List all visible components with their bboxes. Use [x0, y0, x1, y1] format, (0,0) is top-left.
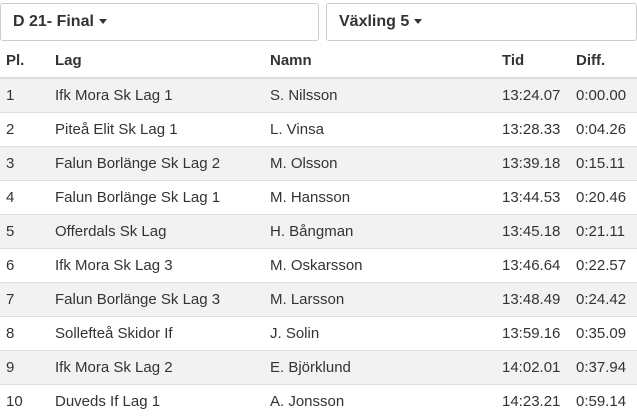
cell: 13:59.16: [496, 316, 570, 351]
result-row: 3 Falun Borlänge Sk Lag 2 M. Olsson 13:39.1…: [0, 146, 637, 181]
cell: Falun Borlänge Sk Lag 2: [49, 146, 264, 181]
caret: [414, 19, 423, 25]
cell: E. Björklund: [264, 350, 496, 385]
result-row: 7 Falun Borlänge Sk Lag 3 M. Larsson 13:48.…: [0, 282, 637, 317]
cell: 0:22.57: [570, 248, 637, 283]
column-header: Tid: [496, 43, 570, 79]
column-header: Pl.: [0, 43, 49, 79]
cell: 0:04.26: [570, 112, 637, 147]
cell: S. Nilsson: [264, 77, 496, 113]
cell: 10: [0, 384, 49, 418]
cell: Falun Borlänge Sk Lag 1: [49, 180, 264, 215]
cell: 0:59.14: [570, 384, 637, 418]
cell: M. Hansson: [264, 180, 496, 215]
cell: 13:45.18: [496, 214, 570, 249]
caret: [98, 19, 107, 25]
cell: 0:37.94: [570, 350, 637, 385]
cell: Ifk Mora Sk Lag 2: [49, 350, 264, 385]
result-row: 2 Piteå Elit Sk Lag 1 L. Vinsa 13:28.33 0:04…: [0, 112, 637, 147]
cell: L. Vinsa: [264, 112, 496, 147]
class-selector[interactable]: D 21- Final: [0, 3, 319, 41]
selector-label: Växling 5: [339, 13, 410, 30]
column-header: Namn: [264, 43, 496, 79]
result-row: 9 Ifk Mora Sk Lag 2 E. Björklund 14:02.01 0:…: [0, 350, 637, 385]
cell: 13:28.33: [496, 112, 570, 147]
result-row: 1 Ifk Mora Sk Lag 1 S. Nilsson 13:24.07 0:00…: [0, 77, 637, 113]
result-row: 8 Sollefteå Skidor If J. Solin 13:59.16 0:35…: [0, 316, 637, 351]
cell: Ifk Mora Sk Lag 1: [49, 77, 264, 113]
cell: Sollefteå Skidor If: [49, 316, 264, 351]
cell: 0:00.00: [570, 77, 637, 113]
cell: M. Larsson: [264, 282, 496, 317]
cell: 14:02.01: [496, 350, 570, 385]
cell: Piteå Elit Sk Lag 1: [49, 112, 264, 147]
cell: 9: [0, 350, 49, 385]
cell: 13:24.07: [496, 77, 570, 113]
cell: A. Jonsson: [264, 384, 496, 418]
cell: 2: [0, 112, 49, 147]
cell: M. Olsson: [264, 146, 496, 181]
cell: 4: [0, 180, 49, 215]
cell: 13:44.53: [496, 180, 570, 215]
cell: 13:39.18: [496, 146, 570, 181]
cell: 14:23.21: [496, 384, 570, 418]
cell: 0:21.11: [570, 214, 637, 249]
cell: 0:15.11: [570, 146, 637, 181]
cell: 13:46.64: [496, 248, 570, 283]
cell: M. Oskarsson: [264, 248, 496, 283]
selector-label: D 21- Final: [13, 13, 94, 30]
cell: J. Solin: [264, 316, 496, 351]
cell: 5: [0, 214, 49, 249]
cell: Ifk Mora Sk Lag 3: [49, 248, 264, 283]
column-header: Lag: [49, 43, 264, 79]
cell: 13:48.49: [496, 282, 570, 317]
result-row: 4 Falun Borlänge Sk Lag 1 M. Hansson 13:44.…: [0, 180, 637, 215]
cell: 3: [0, 146, 49, 181]
cell: 0:20.46: [570, 180, 637, 215]
cell: Duveds If Lag 1: [49, 384, 264, 418]
result-row: 6 Ifk Mora Sk Lag 3 M. Oskarsson 13:46.64 0:…: [0, 248, 637, 283]
cell: 0:35.09: [570, 316, 637, 351]
cell: 6: [0, 248, 49, 283]
cell: 0:24.42: [570, 282, 637, 317]
cell: 1: [0, 77, 49, 113]
cell: 7: [0, 282, 49, 317]
result-row: 5 Offerdals Sk Lag H. Bångman 13:45.18 0:21.…: [0, 214, 637, 249]
cell: H. Bångman: [264, 214, 496, 249]
cell: Falun Borlänge Sk Lag 3: [49, 282, 264, 317]
cell: 8: [0, 316, 49, 351]
results-table: Pl. Lag Namn Tid Diff. 1 Ifk Mora Sk Lag 1 S. …: [0, 43, 637, 418]
result-row: 10 Duveds If Lag 1 A. Jonsson 14:23.21 0:59.…: [0, 384, 637, 418]
header-row: Pl. Lag Namn Tid Diff.: [0, 43, 637, 79]
leg-selector[interactable]: Växling 5: [326, 3, 637, 41]
cell: Offerdals Sk Lag: [49, 214, 264, 249]
column-header: Diff.: [570, 43, 637, 79]
